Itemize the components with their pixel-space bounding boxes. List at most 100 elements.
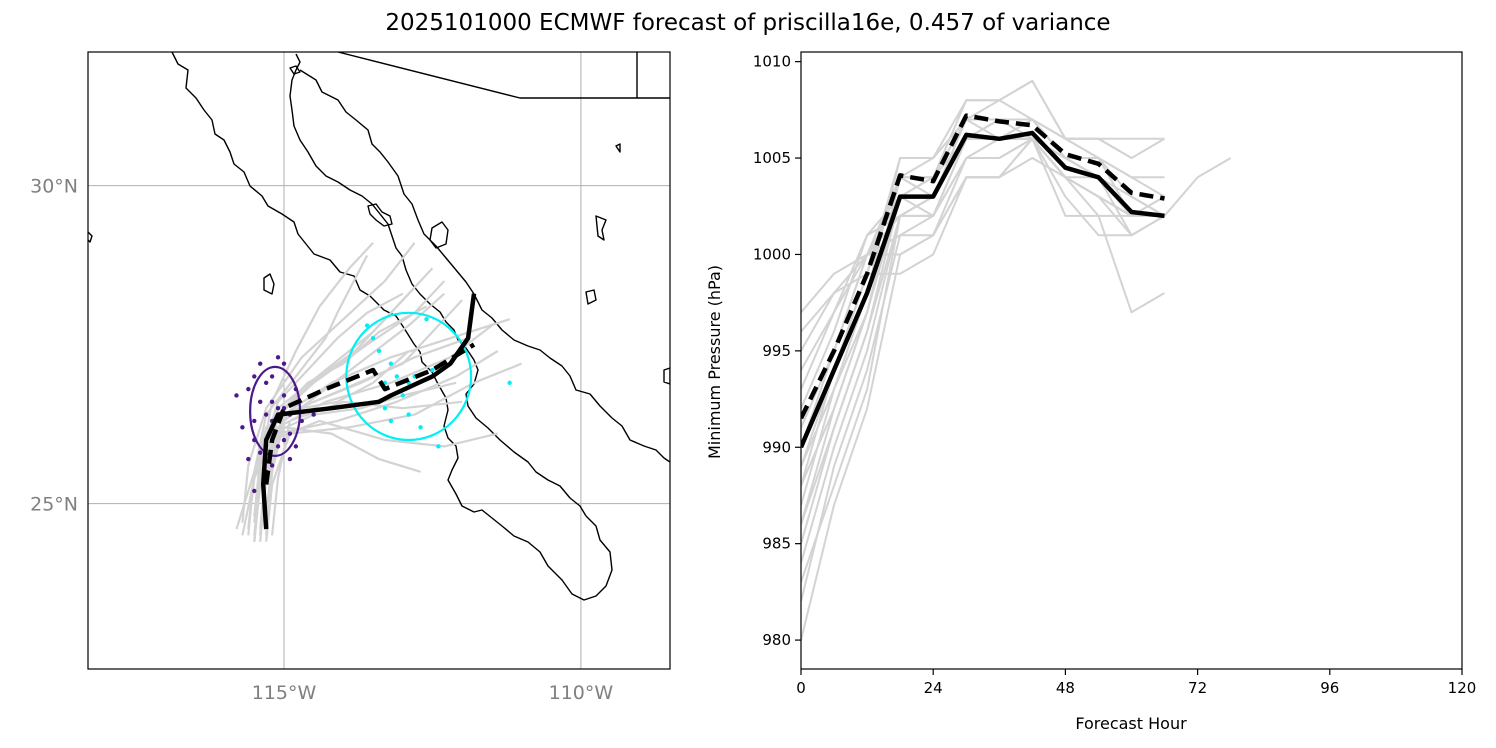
cluster-a-point [293, 444, 299, 449]
cluster-a-point [234, 393, 239, 398]
map-gridlines [88, 52, 670, 669]
pressure-chart-panel: 0 24 48 72 96 120 980 985 990 995 1000 1005 1010 For… [705, 51, 1477, 733]
island-small-5 [663, 367, 670, 385]
ensemble-track [265, 318, 511, 530]
cluster-a-point [287, 431, 293, 436]
ensemble-pressure-line [801, 79, 1166, 544]
island-tiburon [429, 221, 449, 249]
ensemble-track [265, 362, 522, 542]
x-tick-label: 72 [1188, 679, 1207, 697]
cluster-a-point [311, 412, 316, 417]
cluster-a-point [258, 450, 263, 455]
cluster-a-point [263, 380, 269, 385]
cluster-a-point [246, 456, 251, 462]
cluster-a-point [252, 488, 257, 494]
cluster-a-point [240, 425, 245, 430]
y-tick-label: 990 [762, 438, 791, 456]
pressure-ticks: 0 24 48 72 96 120 980 985 990 995 1000 1005 1010 [753, 53, 1477, 697]
cluster-a-point [252, 374, 257, 379]
x-tick-label: 48 [1056, 679, 1075, 697]
mean-track-solid [260, 293, 477, 530]
cluster-a-point [269, 399, 275, 405]
lat-tick-label: 25°N [30, 494, 78, 516]
cluster-a-point [263, 412, 269, 417]
cluster-b-point [507, 380, 512, 385]
cluster-a-point [275, 355, 281, 360]
lat-tick-label: 30°N [30, 176, 78, 198]
cluster-b-point [400, 393, 405, 398]
ensemble-pressure-line [801, 118, 1166, 583]
cluster-a-point [269, 463, 275, 468]
baja-gulf-coast [289, 53, 587, 517]
ensemble-pressure-line [801, 118, 1232, 487]
island-small-3 [585, 289, 597, 305]
cluster-b-point [370, 336, 376, 341]
mean-pressure-solid [801, 130, 1165, 449]
cluster-b-point [388, 361, 394, 366]
cluster-a-point [252, 418, 257, 424]
y-tick-label: 995 [762, 342, 791, 360]
mean-pressure-lines [801, 113, 1165, 449]
cluster-b-point [424, 316, 429, 322]
cluster-a-point [258, 361, 263, 366]
ensemble-track [265, 286, 416, 517]
y-tick-label: 980 [762, 631, 791, 649]
border-us-mexico [337, 52, 670, 99]
y-tick-label: 985 [762, 535, 791, 553]
mean-track-dashed [263, 342, 476, 485]
y-tick-label: 1010 [753, 53, 791, 71]
cluster-a-point [269, 374, 275, 379]
mean-tracks [260, 293, 477, 530]
ensemble-track [253, 242, 374, 523]
lon-tick-label: 115°W [252, 682, 317, 704]
ensemble-track [253, 350, 499, 536]
x-tick-label: 96 [1320, 679, 1339, 697]
x-tick-label: 120 [1448, 679, 1477, 697]
island-small-2 [595, 215, 607, 241]
ensemble-pressure-line [801, 137, 1166, 390]
cluster-b-point [382, 406, 388, 411]
ensemble-track [241, 242, 416, 523]
cluster-a-point [246, 386, 251, 392]
y-axis-label: Minimum Pressure (hPa) [705, 265, 724, 459]
ensemble-pressure-line [801, 79, 1165, 564]
lon-tick-label: 110°W [549, 682, 614, 704]
cluster-a-point [281, 406, 287, 411]
island-small-1 [289, 65, 301, 75]
coastlines [88, 52, 670, 601]
island-small-4 [615, 143, 621, 153]
cluster-b-point [436, 444, 441, 449]
ensemble-track [253, 292, 404, 517]
cluster-b-point [430, 367, 435, 373]
cluster-a-point [281, 393, 287, 398]
island-cedros [263, 273, 275, 295]
cluster-b-point [418, 425, 423, 430]
figure-title: 2025101000 ECMWF forecast of priscilla16… [385, 10, 1111, 36]
cluster-b-point [376, 348, 382, 354]
baja-pacific-coast [171, 52, 613, 601]
x-axis-label: Forecast Hour [1075, 714, 1187, 733]
ensemble-tracks [235, 242, 522, 542]
y-tick-label: 1000 [753, 245, 791, 263]
island-angel [367, 203, 393, 227]
cluster-b-point [394, 374, 400, 379]
cluster-a-point [275, 406, 281, 411]
track-map-panel: 30°N 25°N 115°W 110°W [30, 51, 671, 704]
mean-pressure-dashed [801, 113, 1165, 420]
pressure-frame [800, 51, 1463, 670]
island-small-6 [88, 231, 93, 243]
x-tick-label: 0 [796, 679, 806, 697]
map-tick-labels: 30°N 25°N 115°W 110°W [30, 176, 613, 704]
cluster-b-ellipse [345, 311, 473, 442]
ensemble-pressure-lines [801, 79, 1232, 641]
cluster-b-point [388, 418, 394, 424]
y-tick-label: 1005 [753, 149, 791, 167]
ensemble-track [265, 292, 446, 536]
cluster-b-point [406, 412, 411, 417]
x-tick-label: 24 [924, 679, 943, 697]
cluster-a-point [281, 437, 287, 443]
cluster-a-point [275, 444, 281, 449]
ensemble-pressure-line [801, 137, 1165, 641]
cluster-a-point [258, 399, 263, 405]
